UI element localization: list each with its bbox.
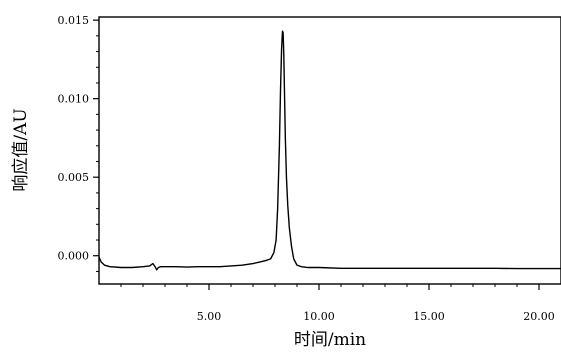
x-axis-label: 时间/min — [294, 330, 366, 350]
y-tick-label: 0.010 — [58, 93, 90, 106]
minor-ticks — [96, 35, 518, 287]
x-tick-label: 20.00 — [523, 310, 555, 323]
y-axis-label: 响应值/AU — [11, 108, 31, 191]
tick-labels: 0.000 0.005 0.010 0.015 5.00 10.00 15.00 20.00 — [58, 14, 555, 323]
x-tick-label: 5.00 — [197, 310, 222, 323]
x-tick-label: 15.00 — [413, 310, 445, 323]
chromatogram-trace — [98, 30, 561, 271]
y-tick-label: 0.005 — [58, 171, 90, 184]
plot-frame — [98, 16, 561, 285]
y-tick-label: 0.015 — [58, 14, 90, 27]
y-tick-label: 0.000 — [58, 250, 90, 263]
x-tick-label: 10.00 — [303, 310, 335, 323]
major-ticks — [93, 19, 540, 290]
